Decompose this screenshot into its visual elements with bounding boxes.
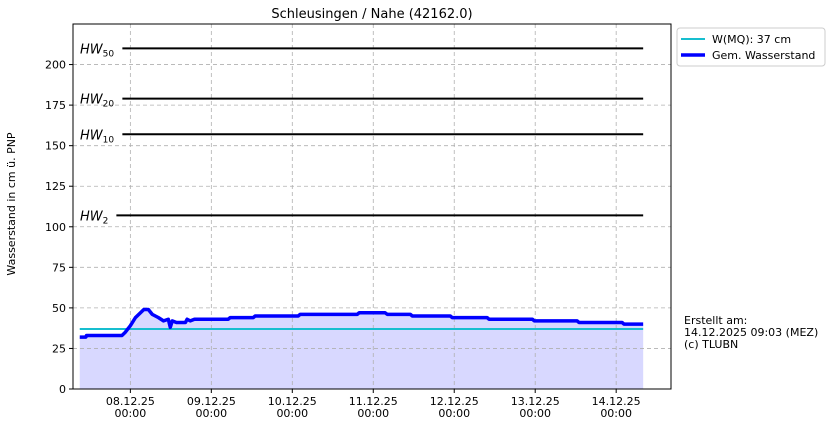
x-tick-label-line: 09.12.25: [187, 395, 236, 408]
y-tick-label: 100: [45, 221, 66, 234]
x-tick-label: 13.12.25 00:00: [511, 395, 560, 420]
x-tick-label: 10.12.25 00:00: [268, 395, 317, 420]
x-tick-label-line: 14.12.25: [592, 395, 641, 408]
y-tick-label: 200: [45, 59, 66, 72]
x-tick-label-line: 08.12.25: [106, 395, 155, 408]
annotation-line: (c) TLUBN: [684, 338, 738, 351]
y-tick-label: 125: [45, 180, 66, 193]
x-tick-label-line: 00:00: [438, 407, 470, 420]
x-tick-label-line: 00:00: [195, 407, 227, 420]
x-tick-label-line: 00:00: [519, 407, 551, 420]
threshold-label-main: HW: [80, 128, 104, 143]
threshold-label-sub: 2: [103, 216, 109, 226]
y-tick-label: 25: [52, 342, 66, 355]
y-tick-label: 150: [45, 140, 66, 153]
x-tick-label-line: 00:00: [357, 407, 389, 420]
threshold-label-main: HW: [80, 42, 104, 57]
threshold-label-sub: 10: [103, 135, 115, 145]
legend-box: [676, 27, 826, 67]
legend-label: Gem. Wasserstand: [712, 49, 815, 62]
series-line: [79, 307, 644, 339]
chart-title: Schleusingen / Nahe (42162.0): [271, 7, 472, 22]
x-tick-label: 14.12.25 00:00: [592, 395, 641, 420]
x-tick-label-line: 10.12.25: [268, 395, 317, 408]
threshold-label: HW20: [80, 93, 114, 110]
annotation-line: 14.12.2025 09:03 (MEZ): [684, 326, 818, 339]
y-tick-label: 175: [45, 99, 66, 112]
x-tick-label: 12.12.25 00:00: [430, 395, 479, 420]
y-axis-label: Wasserstand in cm ü. PNP: [5, 132, 18, 276]
x-tick-label: 09.12.25 00:00: [187, 395, 236, 420]
threshold-label: HW2: [80, 209, 108, 226]
x-tick-label-line: 00:00: [115, 407, 147, 420]
y-tick-label: 50: [52, 302, 66, 315]
y-tick-label: 75: [52, 261, 66, 274]
threshold-label-main: HW: [80, 209, 104, 224]
threshold-label-main: HW: [80, 93, 104, 108]
threshold-label-sub: 50: [103, 49, 115, 59]
annotation: Erstellt am: 14.12.2025 09:03 (MEZ) (c) TL…: [684, 314, 818, 351]
x-tick-label-line: 11.12.25: [349, 395, 398, 408]
threshold-label-sub: 20: [103, 100, 115, 110]
x-tick-label: 11.12.25 00:00: [349, 395, 398, 420]
x-tick-label: 08.12.25 00:00: [106, 395, 155, 420]
x-tick-label-line: 00:00: [276, 407, 308, 420]
y-tick-label: 0: [59, 383, 66, 396]
threshold-label: HW10: [80, 128, 114, 145]
annotation-line: Erstellt am:: [684, 314, 747, 327]
threshold-label: HW50: [80, 42, 114, 59]
legend-label: W(MQ): 37 cm: [712, 33, 791, 46]
x-tick-label-line: 00:00: [600, 407, 632, 420]
x-tick-label-line: 12.12.25: [430, 395, 479, 408]
plot-frame: [72, 23, 672, 390]
x-tick-label-line: 13.12.25: [511, 395, 560, 408]
